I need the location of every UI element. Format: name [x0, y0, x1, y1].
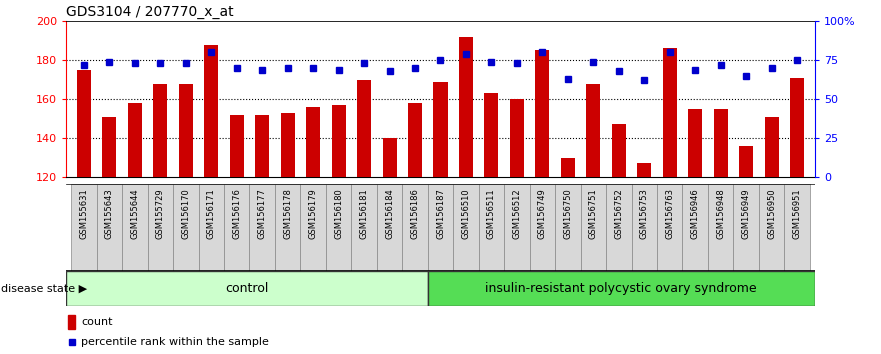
Text: GSM156177: GSM156177	[258, 188, 267, 239]
Bar	[408, 103, 422, 177]
Text: control: control	[226, 282, 269, 295]
FancyBboxPatch shape	[173, 184, 198, 271]
FancyBboxPatch shape	[403, 184, 428, 271]
FancyBboxPatch shape	[326, 184, 352, 271]
Text: GSM156950: GSM156950	[767, 188, 776, 239]
Text: GSM155631: GSM155631	[79, 188, 88, 239]
Text: GSM156170: GSM156170	[181, 188, 190, 239]
Text: GSM156184: GSM156184	[385, 188, 394, 239]
FancyBboxPatch shape	[657, 184, 683, 271]
Bar	[561, 158, 575, 177]
Text: percentile rank within the sample: percentile rank within the sample	[81, 337, 269, 347]
FancyBboxPatch shape	[606, 184, 632, 271]
FancyBboxPatch shape	[478, 184, 504, 271]
Text: GSM156751: GSM156751	[589, 188, 598, 239]
Text: GSM156752: GSM156752	[614, 188, 623, 239]
Text: GSM156179: GSM156179	[308, 188, 318, 239]
Text: GSM156176: GSM156176	[233, 188, 241, 239]
Bar	[459, 37, 473, 177]
FancyBboxPatch shape	[555, 184, 581, 271]
FancyBboxPatch shape	[759, 184, 784, 271]
Text: GSM155644: GSM155644	[130, 188, 139, 239]
FancyBboxPatch shape	[122, 184, 148, 271]
Bar	[306, 107, 320, 177]
FancyBboxPatch shape	[529, 184, 555, 271]
FancyBboxPatch shape	[784, 184, 810, 271]
Text: GSM156750: GSM156750	[563, 188, 573, 239]
Bar	[102, 116, 116, 177]
FancyBboxPatch shape	[300, 184, 326, 271]
FancyBboxPatch shape	[148, 184, 173, 271]
Bar	[485, 93, 499, 177]
FancyBboxPatch shape	[66, 271, 427, 306]
Text: GDS3104 / 207770_x_at: GDS3104 / 207770_x_at	[66, 5, 233, 19]
FancyBboxPatch shape	[224, 184, 249, 271]
Bar	[433, 81, 448, 177]
FancyBboxPatch shape	[71, 184, 97, 271]
Text: disease state ▶: disease state ▶	[1, 284, 87, 293]
Bar	[663, 48, 677, 177]
FancyBboxPatch shape	[428, 184, 453, 271]
Text: GSM156512: GSM156512	[513, 188, 522, 239]
FancyBboxPatch shape	[733, 184, 759, 271]
FancyBboxPatch shape	[275, 184, 300, 271]
Text: GSM156948: GSM156948	[716, 188, 725, 239]
Bar	[153, 84, 167, 177]
Bar	[128, 103, 142, 177]
Text: GSM156749: GSM156749	[538, 188, 547, 239]
Text: GSM156181: GSM156181	[359, 188, 368, 239]
Bar	[637, 163, 651, 177]
Text: GSM156171: GSM156171	[207, 188, 216, 239]
Bar	[536, 50, 550, 177]
Bar	[765, 116, 779, 177]
FancyBboxPatch shape	[708, 184, 733, 271]
Text: GSM156178: GSM156178	[283, 188, 292, 239]
Bar	[255, 115, 270, 177]
Bar	[510, 99, 524, 177]
Bar	[688, 109, 702, 177]
Text: GSM156187: GSM156187	[436, 188, 445, 239]
Text: GSM155729: GSM155729	[156, 188, 165, 239]
FancyBboxPatch shape	[97, 184, 122, 271]
Text: GSM156949: GSM156949	[742, 188, 751, 239]
FancyBboxPatch shape	[632, 184, 657, 271]
FancyBboxPatch shape	[581, 184, 606, 271]
Bar	[739, 146, 753, 177]
Text: GSM156511: GSM156511	[487, 188, 496, 239]
Text: GSM156946: GSM156946	[691, 188, 700, 239]
Bar	[611, 124, 626, 177]
Bar	[382, 138, 396, 177]
Text: GSM156951: GSM156951	[793, 188, 802, 239]
FancyBboxPatch shape	[352, 184, 377, 271]
FancyBboxPatch shape	[427, 271, 815, 306]
Bar	[331, 105, 345, 177]
Text: GSM156186: GSM156186	[411, 188, 419, 239]
Bar	[204, 45, 218, 177]
Bar	[790, 78, 804, 177]
Text: GSM156510: GSM156510	[462, 188, 470, 239]
Bar	[281, 113, 294, 177]
Text: GSM156753: GSM156753	[640, 188, 648, 239]
Bar	[230, 115, 244, 177]
Text: insulin-resistant polycystic ovary syndrome: insulin-resistant polycystic ovary syndr…	[485, 282, 757, 295]
FancyBboxPatch shape	[377, 184, 403, 271]
Text: GSM156763: GSM156763	[665, 188, 674, 239]
Bar	[357, 80, 371, 177]
Bar	[587, 84, 600, 177]
Text: GSM155643: GSM155643	[105, 188, 114, 239]
Bar	[68, 315, 75, 329]
Bar	[179, 84, 193, 177]
FancyBboxPatch shape	[249, 184, 275, 271]
Bar	[77, 70, 91, 177]
Text: GSM156180: GSM156180	[334, 188, 343, 239]
FancyBboxPatch shape	[683, 184, 708, 271]
FancyBboxPatch shape	[198, 184, 224, 271]
Bar	[714, 109, 728, 177]
FancyBboxPatch shape	[504, 184, 529, 271]
Text: count: count	[81, 317, 113, 327]
FancyBboxPatch shape	[453, 184, 478, 271]
